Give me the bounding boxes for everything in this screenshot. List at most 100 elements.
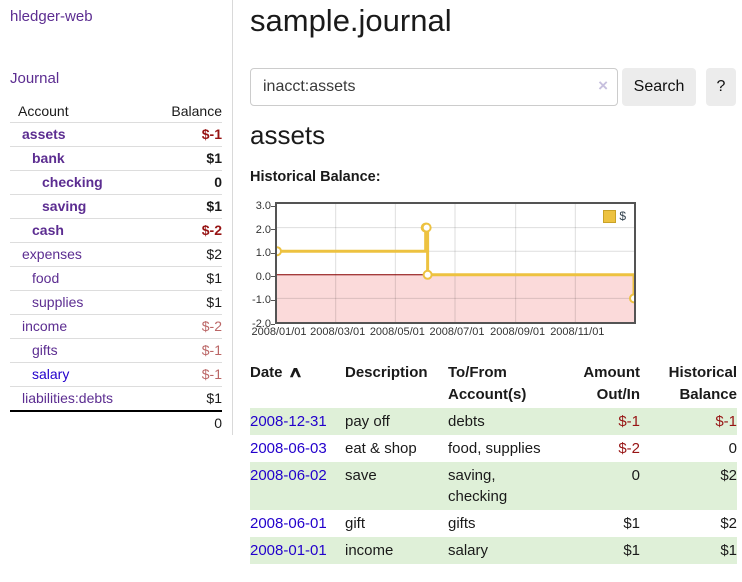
y-axis-tick-label: 3.0 (255, 200, 271, 212)
transaction-date-link[interactable]: 2008-01-01 (250, 542, 327, 559)
transaction-accounts: saving, checking (448, 467, 508, 505)
accounts-col-account: Account (18, 103, 69, 119)
register-header-row: Date ∧ Description To/From Account(s) Amount O… (250, 360, 737, 408)
account-row: salary $-1 (10, 362, 222, 387)
transaction-amount: $-1 (618, 413, 640, 430)
account-row: assets $-1 (10, 122, 222, 147)
transaction-description: income (345, 542, 394, 559)
accounts-col-balance: Balance (171, 103, 222, 119)
search-button[interactable]: Search (622, 68, 696, 106)
x-axis-tick-label: 2008/07/01 (429, 326, 485, 338)
transaction-date-link[interactable]: 2008-12-31 (250, 413, 327, 430)
transaction-date: 2008-06-01 (250, 510, 345, 537)
account-link[interactable]: saving (42, 198, 87, 214)
register-col-amount: Amount Out/In (583, 364, 640, 403)
transaction-row: 2008-06-03 eat & shop food, supplies $-2 0 (250, 435, 737, 462)
transaction-description: pay off (345, 413, 390, 430)
transaction-accounts: food, supplies (448, 440, 541, 457)
transaction-date: 2008-06-02 (250, 462, 345, 510)
account-row: checking 0 (10, 170, 222, 195)
accounts-header-row: Account Balance (10, 100, 222, 123)
account-link[interactable]: salary (32, 366, 70, 382)
transaction-amount: 0 (631, 467, 640, 484)
chart-legend: $ (602, 209, 627, 223)
account-heading: assets (250, 120, 326, 150)
account-link[interactable]: cash (32, 222, 64, 238)
x-axis-tick-label: 2008/01/01 (251, 326, 307, 338)
accounts-total-value: 0 (158, 410, 222, 435)
sidebar-item-journal[interactable]: Journal (10, 70, 60, 87)
page-title: sample.journal (250, 3, 452, 38)
account-row: supplies $1 (10, 290, 222, 315)
account-row: bank $1 (10, 146, 222, 171)
transaction-description: gift (345, 515, 366, 532)
app-title-link[interactable]: hledger-web (10, 8, 93, 25)
account-link[interactable]: gifts (32, 342, 58, 358)
transaction-amount: $-2 (618, 440, 640, 457)
transaction-amount: $1 (623, 542, 640, 559)
account-row: food $1 (10, 266, 222, 291)
clear-search-icon[interactable]: × (598, 76, 608, 95)
account-balance: $1 (158, 386, 222, 411)
account-link[interactable]: checking (42, 174, 103, 190)
transaction-balance: $2 (720, 515, 737, 532)
transaction-balance: 0 (728, 440, 737, 457)
account-link[interactable]: income (22, 318, 68, 334)
account-balance: $2 (158, 242, 222, 267)
y-axis-tick-label: 2.0 (255, 223, 271, 236)
search-input[interactable] (250, 68, 618, 106)
account-link[interactable]: supplies (32, 294, 84, 310)
transaction-description: save (345, 467, 377, 484)
account-link[interactable]: food (32, 270, 60, 286)
y-axis-tick-mark (271, 229, 275, 231)
account-balance: $-1 (158, 338, 222, 363)
x-axis-tick-label: 2008/11/01 (550, 326, 605, 338)
account-balance: $-1 (158, 362, 222, 387)
account-balance: $-1 (158, 122, 222, 147)
transaction-balance: $1 (720, 542, 737, 559)
search-form: × Search ? (250, 68, 742, 106)
transaction-accounts: salary (448, 542, 489, 559)
transaction-amount: $1 (623, 515, 640, 532)
y-axis-tick-mark (271, 323, 275, 325)
account-link[interactable]: bank (32, 150, 65, 166)
account-link[interactable]: liabilities:debts (22, 390, 114, 406)
account-balance: 0 (158, 170, 222, 195)
transaction-row: 2008-06-02 save saving, checking 0 $2 (250, 462, 737, 510)
transaction-balance: $-1 (715, 413, 737, 430)
account-row: gifts $-1 (10, 338, 222, 363)
accounts-tbody: assets $-1 bank $1 checking 0 saving $1 cash $-2 e… (10, 122, 222, 411)
y-axis-tick-label: 1.0 (255, 247, 271, 260)
y-axis-tick-label: -1.0 (252, 294, 271, 307)
chart-area: $ 3.0 2.0 1.0 0.0 -1.0 -2.0 2008/01/01 2008/03/… (251, 200, 636, 338)
register-col-historical: Historical Balance (668, 364, 737, 403)
y-axis-tick-label: 0.0 (255, 270, 271, 283)
register-col-date[interactable]: Date ∧ (250, 360, 345, 408)
account-balance: $-2 (158, 314, 222, 339)
help-button[interactable]: ? (706, 68, 736, 106)
transaction-date-link[interactable]: 2008-06-01 (250, 515, 327, 532)
transaction-date-link[interactable]: 2008-06-03 (250, 440, 327, 457)
transaction-date-link[interactable]: 2008-06-02 (250, 467, 327, 484)
register-table: Date ∧ Description To/From Account(s) Amount O… (250, 360, 737, 564)
register-col-description: Description (345, 364, 428, 381)
account-row: expenses $2 (10, 242, 222, 267)
account-balance: $1 (158, 146, 222, 171)
account-link[interactable]: assets (22, 126, 66, 142)
y-axis-tick-mark (271, 299, 275, 301)
transaction-balance: $2 (720, 467, 737, 484)
account-balance: $1 (158, 290, 222, 315)
balance-chart-svg (277, 204, 634, 322)
search-input-wrap: × (250, 68, 618, 106)
account-link[interactable]: expenses (22, 246, 82, 262)
sort-asc-icon: ∧ (287, 364, 303, 381)
account-row: liabilities:debts $1 (10, 386, 222, 411)
accounts-total-row: 0 (10, 410, 222, 435)
account-row: cash $-2 (10, 218, 222, 243)
transaction-row: 2008-12-31 pay off debts $-1 $-1 (250, 408, 737, 435)
x-axis-tick-label: 2008/09/01 (490, 326, 546, 338)
transaction-row: 2008-01-01 income salary $1 $1 (250, 537, 737, 564)
transaction-date: 2008-01-01 (250, 537, 345, 564)
account-balance: $1 (158, 194, 222, 219)
main-content: sample.journal × Search ? assets Histori… (250, 0, 742, 582)
